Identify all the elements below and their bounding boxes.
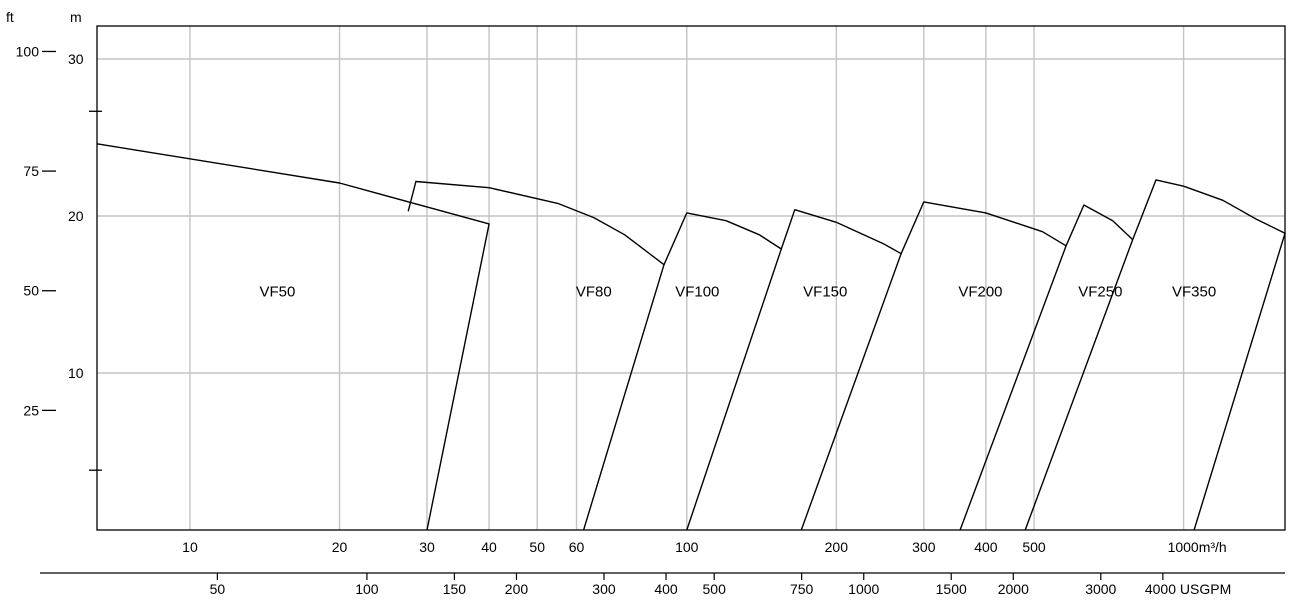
x-tick-label-m3h-500: 500 xyxy=(1022,539,1046,555)
y-tick-label-ft-50: 50 xyxy=(23,283,39,299)
x-tick-label-m3h-30: 30 xyxy=(419,539,435,555)
series-label-vf100: VF100 xyxy=(675,283,719,300)
y-tick-label-m-30: 30 xyxy=(68,51,84,67)
series-outline-vf80 xyxy=(407,180,665,531)
y-unit-m: m xyxy=(70,9,82,25)
x-tick-label-m3h-400: 400 xyxy=(974,539,998,555)
x-tick-label-usgpm-300: 300 xyxy=(592,581,616,597)
series-label-vf50: VF50 xyxy=(260,283,296,300)
series-label-vf350: VF350 xyxy=(1172,283,1216,300)
plot-frame xyxy=(96,25,1286,531)
x-tick-label-m3h-1000: 1000m³/h xyxy=(1168,539,1227,555)
y-tick-label-m-10: 10 xyxy=(68,365,84,381)
grid-lines xyxy=(97,26,1285,530)
x-tick-label-m3h-200: 200 xyxy=(825,539,849,555)
series-outline-vf50 xyxy=(96,143,490,531)
y-tick-label-ft-100: 100 xyxy=(16,43,40,59)
series-outline-vf100 xyxy=(663,212,782,531)
x-tick-label-usgpm-100: 100 xyxy=(355,581,379,597)
x-tick-label-usgpm-3000: 3000 xyxy=(1085,581,1116,597)
series-label-vf150: VF150 xyxy=(803,283,847,300)
y-unit-ft: ft xyxy=(6,9,14,25)
series-outline-vf200 xyxy=(900,201,1067,531)
x-tick-label-usgpm-50: 50 xyxy=(210,581,226,597)
x-tick-label-usgpm-500: 500 xyxy=(703,581,727,597)
series-label-vf250: VF250 xyxy=(1078,283,1122,300)
x-tick-label-usgpm-2000: 2000 xyxy=(998,581,1029,597)
x-tick-label-m3h-20: 20 xyxy=(332,539,348,555)
x-tick-label-usgpm-1000: 1000 xyxy=(848,581,879,597)
series-outline-vf350 xyxy=(1132,179,1286,531)
x-tick-label-usgpm-400: 400 xyxy=(654,581,678,597)
y-tick-label-m-20: 20 xyxy=(68,208,84,224)
x-tick-label-usgpm-750: 750 xyxy=(790,581,814,597)
series-outline-vf150 xyxy=(780,208,902,531)
x-tick-label-m3h-100: 100 xyxy=(675,539,699,555)
series-layer: VF50 VF80 VF100 VF150 VF200 VF250 VF350 xyxy=(96,143,1286,531)
y-tick-label-ft-25: 25 xyxy=(23,402,39,418)
x-tick-label-usgpm-150: 150 xyxy=(443,581,467,597)
x-tick-label-m3h-300: 300 xyxy=(912,539,936,555)
series-label-vf200: VF200 xyxy=(958,283,1002,300)
x-tick-label-m3h-60: 60 xyxy=(569,539,585,555)
series-outline-vf250 xyxy=(1024,204,1134,531)
x-tick-label-m3h-10: 10 xyxy=(182,539,198,555)
x-tick-label-m3h-50: 50 xyxy=(529,539,545,555)
series-label-vf80: VF80 xyxy=(576,283,612,300)
x-axis: 10 20 30 40 50 60 100 200 300 400 500 1000m³/h 50 100… xyxy=(40,539,1285,597)
y-tick-label-ft-75: 75 xyxy=(23,163,39,179)
x-tick-label-m3h-40: 40 xyxy=(481,539,497,555)
x-tick-label-usgpm-4000: 4000 USGPM xyxy=(1145,581,1231,597)
x-tick-label-usgpm-200: 200 xyxy=(505,581,529,597)
y-axis-ft: 10 20 30 ft m 25 50 75 100 xyxy=(6,9,102,471)
x-tick-label-usgpm-1500: 1500 xyxy=(936,581,967,597)
